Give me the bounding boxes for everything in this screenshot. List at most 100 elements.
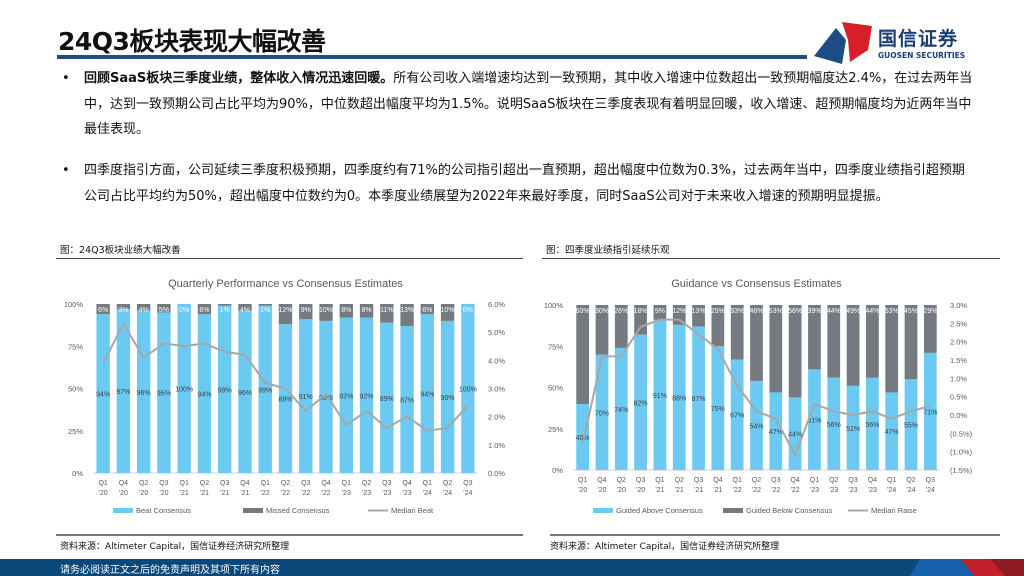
data-label: 46%: [749, 308, 763, 315]
guosen-logo: 国信证券 GUOSEN SECURITIES: [812, 20, 977, 64]
page-title: 24Q3板块表现大幅改善: [58, 27, 326, 56]
data-label: 75%: [711, 406, 725, 413]
x-tick-label: '21: [200, 490, 209, 497]
x-tick-label: Q4: [868, 477, 877, 484]
y2-tick-label: 0.0%: [488, 469, 505, 478]
bullet-text: 所有公司收入端增速均达到一致预期，其中收入增速中位数超出一致预期幅度达2.4%，…: [84, 71, 973, 137]
bar-beat-consensus: [380, 322, 394, 473]
x-tick-label: Q1: [810, 477, 819, 484]
data-label: 92%: [339, 393, 353, 400]
y-tick-label: 75%: [68, 342, 83, 351]
data-label: 12%: [672, 308, 686, 315]
data-label: 71%: [923, 409, 937, 416]
data-label: 0%: [463, 307, 473, 314]
data-label: 44%: [788, 432, 802, 439]
data-label: 87%: [400, 397, 414, 404]
data-label: 8%: [361, 307, 371, 314]
data-label: 12%: [278, 307, 292, 314]
x-tick-label: '20: [139, 490, 148, 497]
y-tick-label: 75%: [548, 342, 563, 351]
bar-missed-consensus: [278, 304, 293, 325]
x-tick-label: Q1: [98, 480, 107, 487]
legend-swatch: [723, 508, 743, 513]
footer-disclaimer: 请务必阅读正文之后的免责声明及其项下所有内容: [60, 565, 280, 576]
y-tick-label: 100%: [64, 300, 84, 309]
x-tick-label: Q3: [636, 477, 645, 484]
bullet-paragraph-1: • 回顾SaaS板块三季度业绩，整体收入情况迅速回暖。所有公司收入端增速均达到一…: [62, 66, 977, 143]
x-tick-label: '21: [713, 487, 722, 494]
legend-swatch: [593, 508, 613, 513]
x-tick-label: '22: [281, 490, 290, 497]
x-tick-label: '23: [362, 490, 371, 497]
bar-beat-consensus: [197, 314, 212, 473]
x-tick-label: Q3: [382, 480, 391, 487]
data-label: 13%: [692, 308, 706, 315]
bar-missed-consensus: [359, 304, 374, 318]
logo-mark-icon: [814, 22, 872, 64]
line-median-raise: [581, 318, 931, 458]
bar-missed-consensus: [420, 304, 435, 315]
data-label: 6%: [422, 307, 432, 314]
data-label: 33%: [730, 308, 744, 315]
data-label: 82%: [634, 400, 648, 407]
x-tick-label: '20: [636, 487, 645, 494]
y-tick-label: 25%: [548, 425, 563, 434]
bar-guided-below-consensus: [788, 305, 802, 398]
x-tick-label: '23: [403, 490, 412, 497]
data-label: 29%: [923, 308, 937, 315]
bar-guided-above-consensus: [634, 334, 647, 470]
legend-label: Guided Below Consensus: [746, 506, 833, 515]
data-label: 100%: [175, 387, 193, 394]
bar-missed-consensus: [440, 304, 455, 321]
y2-tick-label: (0.5%): [950, 429, 973, 438]
x-tick-label: Q3: [771, 477, 780, 484]
bar-beat-consensus: [218, 305, 232, 473]
data-label: 1%: [220, 307, 230, 314]
data-label: 26%: [614, 308, 628, 315]
x-tick-label: '24: [443, 490, 452, 497]
data-label: 90%: [441, 395, 455, 402]
data-label: 99%: [218, 387, 232, 394]
legend-label: Guided Above Consensus: [616, 506, 703, 515]
data-label: 56%: [865, 422, 879, 429]
logo-text-cn: 国信证券: [878, 28, 959, 50]
footer-bar: 请务必阅读正文之后的免责声明及其项下所有内容: [0, 559, 1024, 576]
x-tick-label: '22: [752, 487, 761, 494]
bar-missed-consensus: [157, 304, 171, 313]
y2-tick-label: 2.0%: [488, 413, 505, 422]
data-label: 53%: [885, 308, 899, 315]
bar-missed-consensus: [197, 304, 212, 315]
data-label: 96%: [238, 390, 252, 397]
x-tick-label: Q4: [119, 480, 128, 487]
x-tick-label: Q1: [261, 480, 270, 487]
source-divider: [56, 534, 523, 536]
data-label: 94%: [420, 392, 434, 399]
legend-swatch: [113, 508, 133, 513]
bar-guided-below-consensus: [576, 305, 590, 404]
x-tick-label: '24: [906, 487, 915, 494]
data-label: 87%: [692, 396, 706, 403]
data-label: 5%: [159, 307, 169, 314]
bar-beat-consensus: [116, 309, 131, 473]
x-tick-label: '24: [463, 490, 472, 497]
data-label: 92%: [360, 393, 374, 400]
data-label: 67%: [730, 413, 744, 420]
quarterly-performance-chart: Quarterly Performance vs Consensus Estim…: [64, 278, 506, 515]
x-tick-label: '21: [220, 490, 229, 497]
y-tick-label: 100%: [544, 301, 564, 310]
x-tick-label: Q2: [443, 480, 452, 487]
guidance-chart: Guidance vs Consensus Estimates 0% 25% 50% 7…: [544, 278, 973, 515]
x-tick-label: '24: [926, 487, 935, 494]
legend-swatch: [243, 508, 263, 513]
y2-tick-label: 3.0%: [488, 385, 505, 394]
data-label: 18%: [634, 308, 648, 315]
bar-missed-consensus: [339, 304, 353, 318]
bar-missed-consensus: [319, 304, 333, 321]
data-label: 25%: [711, 308, 725, 315]
x-tick-label: '23: [829, 487, 838, 494]
x-tick-label: Q3: [301, 480, 310, 487]
data-label: 54%: [749, 423, 763, 430]
x-tick-label: Q4: [790, 477, 799, 484]
x-tick-label: '20: [159, 490, 168, 497]
x-tick-label: '21: [655, 487, 664, 494]
